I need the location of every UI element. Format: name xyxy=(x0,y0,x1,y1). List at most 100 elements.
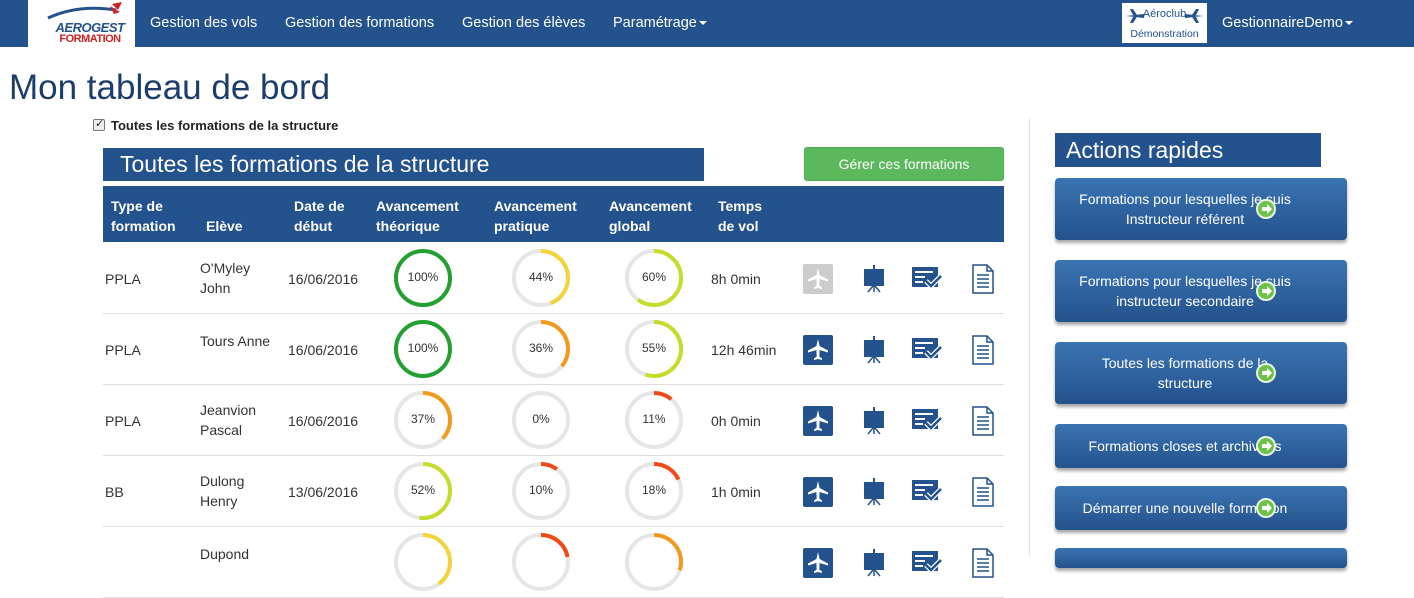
quick-actions-title: Actions rapides xyxy=(1055,133,1321,167)
quick-action-label: Formations closes et archivées xyxy=(1088,438,1282,454)
aerogest-logo[interactable]: AEROGEST FORMATION xyxy=(28,0,135,47)
progress-theorique-label: 37% xyxy=(410,412,436,426)
plane-icon xyxy=(1126,9,1144,23)
quick-action-button[interactable] xyxy=(1055,548,1347,568)
quick-action-button[interactable]: Formations closes et archivées xyxy=(1055,424,1347,468)
structure-checkbox[interactable] xyxy=(93,117,105,131)
chevron-down-icon xyxy=(698,21,707,26)
cell-eleve: Dulong Henry xyxy=(200,473,245,509)
cell-date: 13/06/2016 xyxy=(288,484,359,500)
manage-formations-button[interactable]: Gérer ces formations xyxy=(804,147,1004,181)
user-menu[interactable]: GestionnaireDemo xyxy=(1222,15,1353,31)
document-icon[interactable] xyxy=(971,548,995,583)
cell-type: PPLA xyxy=(105,342,141,358)
chevron-down-icon xyxy=(1344,21,1353,26)
cell-eleve: Jeanvion Pascal xyxy=(200,402,257,438)
header-temps: Temps de vol xyxy=(718,198,763,234)
document-icon[interactable] xyxy=(971,406,995,441)
top-navbar: AEROGEST FORMATION Gestion des vols Gest… xyxy=(0,0,1414,47)
cell-date: 16/06/2016 xyxy=(288,342,359,358)
cell-temps-vol: 12h 46min xyxy=(711,342,777,358)
nav-gestion-eleves[interactable]: Gestion des élèves xyxy=(462,15,586,31)
progress-pratique-label: 10% xyxy=(528,483,554,497)
progress-theorique-ring xyxy=(394,533,452,591)
quick-action-button[interactable]: Toutes les formations de la structure xyxy=(1055,342,1347,404)
arrow-right-icon xyxy=(1256,281,1276,301)
arrow-right-icon xyxy=(1256,436,1276,456)
cell-temps-vol: 8h 0min xyxy=(711,271,761,287)
checklist-icon[interactable] xyxy=(911,337,943,368)
quick-action-button[interactable]: Démarrer une nouvelle formation xyxy=(1055,486,1347,530)
theory-board-icon[interactable] xyxy=(862,264,886,299)
document-icon[interactable] xyxy=(971,335,995,370)
cell-eleve: Dupond xyxy=(200,546,250,562)
progress-pratique-ring xyxy=(512,320,570,378)
logo-line1: AEROGEST xyxy=(55,20,125,35)
header-date: Date de début xyxy=(294,198,345,234)
progress-global-ring xyxy=(625,391,683,449)
flight-plane-icon[interactable] xyxy=(803,548,833,583)
flight-plane-icon[interactable] xyxy=(803,335,833,370)
cell-temps-vol: 0h 0min xyxy=(711,413,761,429)
checklist-icon[interactable] xyxy=(911,479,943,510)
progress-global-ring xyxy=(625,462,683,520)
progress-pratique-label: 36% xyxy=(528,341,554,355)
table-header: Type de formation Elève Date de début Avan… xyxy=(103,186,1004,242)
progress-global-ring xyxy=(625,533,683,591)
progress-theorique-label: 100% xyxy=(407,270,439,284)
flight-plane-icon[interactable] xyxy=(803,406,833,441)
document-icon[interactable] xyxy=(971,477,995,512)
quick-action-button[interactable]: Formations pour lesquelles je suis instru… xyxy=(1055,260,1347,322)
logo-line2: FORMATION xyxy=(59,33,121,45)
table-row: BB Dulong Henry 13/06/2016 52% 10% 18% 1h… xyxy=(103,456,1004,527)
cell-type: PPLA xyxy=(105,271,141,287)
progress-theorique-ring xyxy=(394,320,452,378)
checklist-icon[interactable] xyxy=(911,408,943,439)
quick-action-label: Toutes les formations de la structure xyxy=(1101,355,1269,391)
progress-global-label: 60% xyxy=(641,270,667,284)
structure-checkbox-row[interactable]: Toutes les formations de la structure xyxy=(93,117,338,133)
header-theorique: Avancement théorique xyxy=(376,198,459,234)
progress-pratique-ring xyxy=(512,533,570,591)
nav-gestion-formations[interactable]: Gestion des formations xyxy=(285,15,435,31)
section-title: Toutes les formations de la structure xyxy=(103,148,704,181)
quick-action-label: Formations pour lesquelles je suis instru… xyxy=(1079,273,1291,309)
theory-board-icon[interactable] xyxy=(862,335,886,370)
progress-global-ring xyxy=(625,249,683,307)
user-name: GestionnaireDemo xyxy=(1222,15,1343,31)
header-eleve: Elève xyxy=(206,218,243,234)
page-title: Mon tableau de bord xyxy=(9,68,331,107)
progress-theorique-ring xyxy=(394,249,452,307)
nav-parametrage[interactable]: Paramétrage xyxy=(613,15,707,31)
progress-pratique-ring xyxy=(512,391,570,449)
nav-parametrage-label: Paramétrage xyxy=(613,15,697,31)
theory-board-icon[interactable] xyxy=(862,477,886,512)
header-pratique: Avancement pratique xyxy=(494,198,577,234)
logo-plane-icon xyxy=(47,2,122,20)
theory-board-icon[interactable] xyxy=(862,406,886,441)
cell-temps-vol: 1h 0min xyxy=(711,484,761,500)
progress-theorique-label: 100% xyxy=(407,341,439,355)
cell-date: 16/06/2016 xyxy=(288,271,359,287)
plane-icon xyxy=(1185,9,1203,23)
column-divider xyxy=(1029,118,1030,557)
checklist-icon[interactable] xyxy=(911,550,943,581)
cell-type: BB xyxy=(105,484,124,500)
document-icon[interactable] xyxy=(971,264,995,299)
progress-global-label: 55% xyxy=(641,341,667,355)
nav-gestion-vols[interactable]: Gestion des vols xyxy=(150,15,258,31)
arrow-right-icon xyxy=(1256,199,1276,219)
progress-global-label: 11% xyxy=(642,412,666,426)
cell-type: PPLA xyxy=(105,413,141,429)
progress-pratique-label: 44% xyxy=(528,270,554,284)
checklist-icon[interactable] xyxy=(911,266,943,297)
table-row: Dupond xyxy=(103,527,1004,598)
club-name-line1: Aéroclub xyxy=(1142,8,1187,20)
flight-plane-icon[interactable] xyxy=(803,477,833,512)
theory-board-icon[interactable] xyxy=(862,548,886,583)
progress-theorique-ring xyxy=(394,462,452,520)
quick-action-button[interactable]: Formations pour lesquelles je suis Instru… xyxy=(1055,178,1347,240)
club-logo: Aéroclub Démonstration xyxy=(1122,3,1207,43)
quick-action-label: Formations pour lesquelles je suis Instru… xyxy=(1079,191,1291,227)
progress-pratique-label: 0% xyxy=(532,412,550,426)
